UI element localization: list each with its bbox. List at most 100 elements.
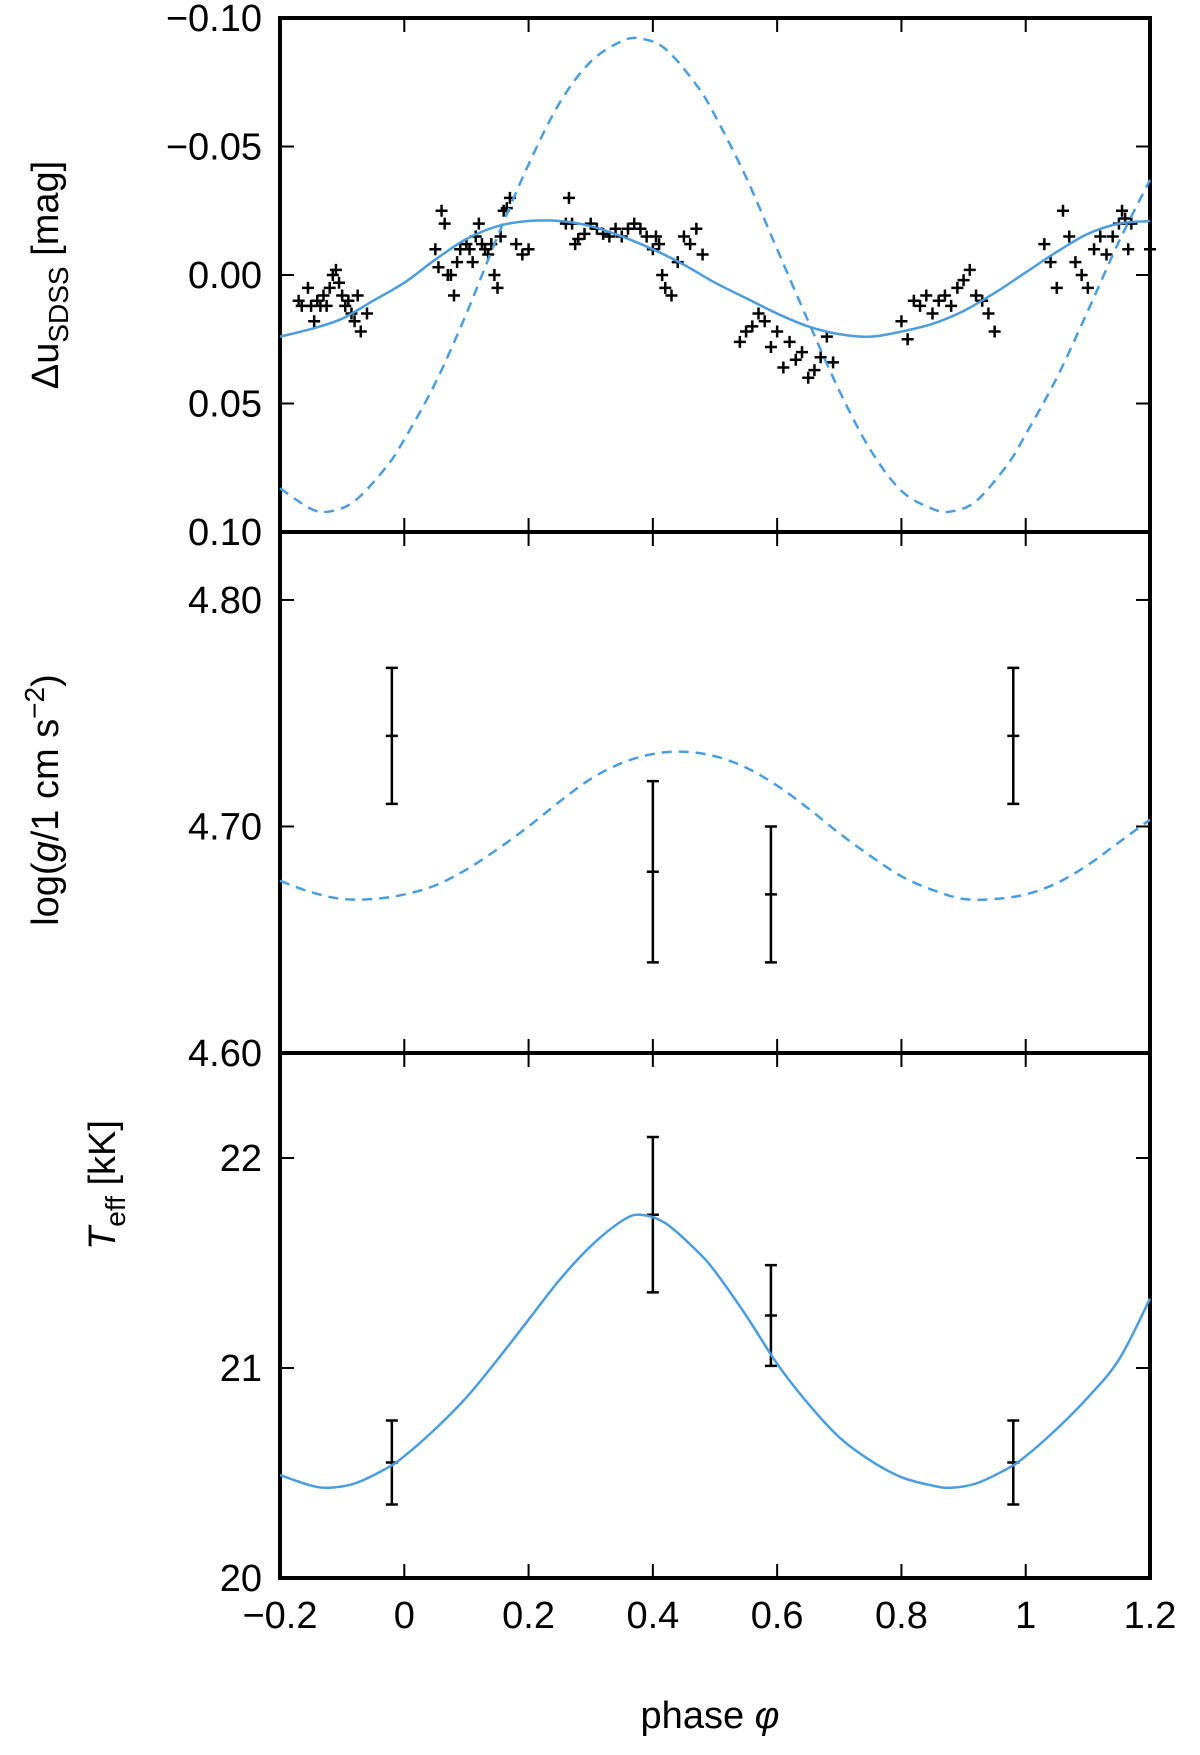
bottom-ytick-label: 22 [220,1138,262,1180]
observation-point [1050,281,1063,294]
observation-point [649,230,662,243]
xlabel-phase: phase φ [641,1695,780,1737]
observation-point [1144,243,1156,256]
ylabel-log-g-mid: /1 cm s [25,719,67,841]
middle-frame [278,530,1152,1055]
observation-point [342,294,355,307]
observation-point [752,307,765,320]
top-ytick-label: −0.05 [166,127,262,169]
ylabel-delta-u-sub: SDSS [43,266,74,342]
observation-point [429,243,442,256]
observation-point [317,289,330,302]
observation-point [329,263,342,276]
bottom-frame [278,1051,1152,1580]
top-fit-line [279,219,1151,339]
observation-point [584,217,597,230]
observation-point [914,299,927,312]
observation-point [634,222,647,235]
observation-point [764,340,777,353]
observation-point [1116,204,1129,217]
bottom-fit-line [279,1213,1152,1490]
top-ytick-label: 0.00 [188,255,262,297]
middle-errorbar [764,825,777,964]
middle-errorbar [1007,666,1020,806]
panel-teff: Teff [kK] phase φ 20 21 22 −0.2 0 0.2 0.4 0.6 0.… [82,1051,1177,1737]
observation-point [1081,281,1094,294]
observation-point [609,222,622,235]
observation-point [1044,256,1057,269]
observation-point [562,191,575,204]
observation-point [448,289,460,302]
observation-point [432,261,445,274]
observation-point [970,289,982,302]
observation-point [444,269,457,281]
xtick-label: 0.4 [626,1595,679,1637]
bottom-errorbar [1007,1419,1020,1506]
top-ytick-label: −0.10 [166,0,262,40]
svg-text:Teff [kK]: Teff [kK] [82,1120,131,1250]
observation-point [808,364,821,377]
observation-point [1057,204,1069,217]
observation-point [1088,243,1101,256]
observation-point [771,325,784,338]
bottom-errorbar [646,1135,659,1294]
xtick-label: 1.2 [1124,1595,1177,1637]
xtick-label: 0 [394,1595,415,1637]
middle-prediction-dashed-line [279,750,1151,902]
observation-point [491,281,504,294]
observation-point [351,289,364,302]
ylabel-teff-suffix: [kK] [82,1120,124,1196]
observation-point [522,243,535,256]
observation-point [665,289,678,302]
observation-point [827,356,840,369]
observation-point [690,222,703,235]
observation-point [656,269,669,281]
observation-point [494,230,507,243]
observation-point [783,335,796,348]
observation-point [348,315,361,328]
top-frame [278,16,1152,534]
observation-point [1100,248,1113,261]
observation-point [1063,230,1076,243]
observation-point [323,281,336,294]
ylabel-delta-u: ΔuSDSS [mag] [25,161,74,389]
observation-point [354,325,367,338]
ylabel-teff: Teff [kK] [82,1120,131,1250]
observation-point [777,361,790,374]
xtick-label: −0.2 [242,1595,317,1637]
observation-point [472,217,485,230]
observation-point [982,307,995,320]
observation-point [740,325,753,338]
xtick-label: 0.2 [502,1595,555,1637]
observation-point [963,263,976,276]
ylabel-log-g-ital: g [25,841,67,862]
bottom-errorbar [764,1263,777,1368]
ylabel-delta-u-prefix: Δu [25,343,67,390]
observation-point [938,289,951,302]
bottom-ytick-label: 20 [220,1558,262,1600]
observation-point [435,204,448,217]
ylabel-log-g: log(g/1 cm s−2) [19,674,67,926]
top-prediction-dashed-line [279,36,1152,514]
observation-point [628,217,641,230]
observation-point [895,315,908,328]
observation-point [336,289,349,302]
xlabel-phase-ital: φ [755,1695,780,1737]
svg-text:log(g/1 cm s−2): log(g/1 cm s−2) [19,674,67,926]
observation-point [572,233,585,246]
middle-ytick-label: 4.70 [188,806,262,848]
ylabel-log-g-sup: −2 [19,687,50,719]
observation-point [488,269,501,281]
observation-point [320,299,333,312]
top-ytick-label: 0.10 [188,512,262,554]
xtick-label: 0.8 [875,1595,928,1637]
observation-point [951,281,964,294]
observation-point [901,333,914,346]
ylabel-teff-ital: T [82,1224,124,1250]
top-ytick-label: 0.05 [188,384,262,426]
observation-point [789,353,802,366]
ylabel-log-g-suffix: ) [25,674,67,687]
observation-point [758,315,771,328]
observation-point [746,320,759,333]
